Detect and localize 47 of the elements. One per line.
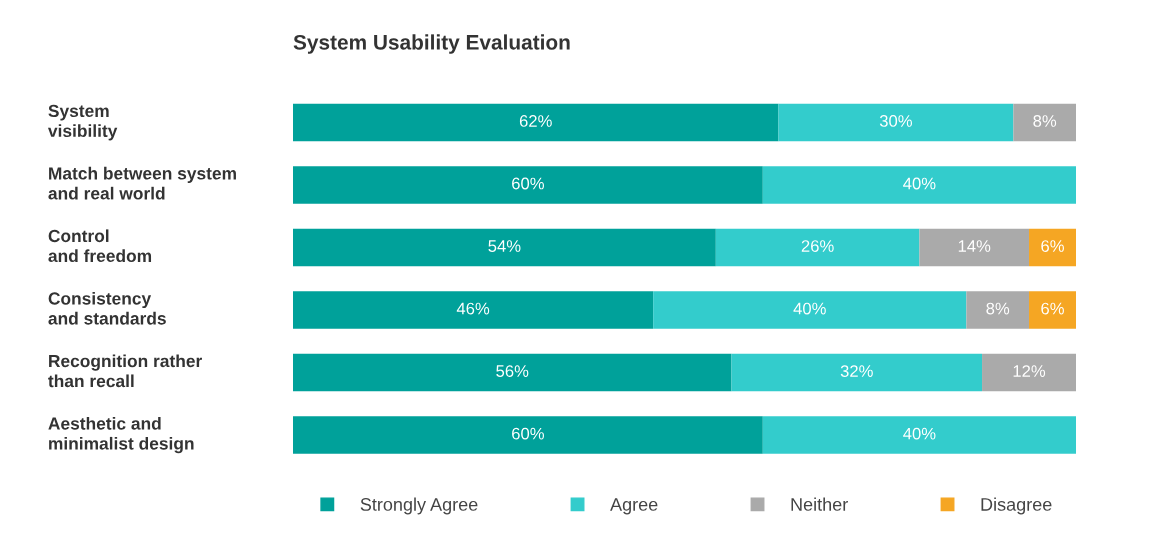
bar xyxy=(293,103,779,142)
bar xyxy=(293,228,716,267)
y-tick-label: Control and freedom xyxy=(48,229,152,263)
bar xyxy=(715,228,920,267)
data-label: 60% xyxy=(512,177,544,190)
bar xyxy=(919,228,1030,267)
data-label: 40% xyxy=(903,427,936,440)
bar xyxy=(982,353,1076,392)
bar xyxy=(1013,103,1076,142)
bar xyxy=(653,291,967,329)
y-tick-label: Recognition rather than recall xyxy=(48,354,202,388)
data-label: 12% xyxy=(1013,365,1046,377)
chart-title: System Usability Evaluation xyxy=(293,34,570,54)
bar xyxy=(293,166,763,204)
bar xyxy=(731,353,983,392)
data-label: 26% xyxy=(801,240,834,252)
bar xyxy=(762,416,1076,454)
bar xyxy=(293,416,763,454)
data-label: 6% xyxy=(1041,240,1064,252)
data-label: 56% xyxy=(496,365,529,377)
data-label: 8% xyxy=(1033,115,1057,127)
bar xyxy=(293,353,732,392)
legend-label: Disagree xyxy=(981,497,1052,515)
bar xyxy=(293,291,654,329)
y-tick-label: Aesthetic and minimalist design xyxy=(48,416,194,454)
y-tick-label: Consistency and standards xyxy=(48,291,166,325)
data-label: 6% xyxy=(1041,302,1064,315)
data-label: 62% xyxy=(519,115,552,127)
data-label: 14% xyxy=(958,240,991,252)
bar xyxy=(966,291,1030,329)
bar xyxy=(1029,291,1076,329)
bar xyxy=(1029,228,1076,267)
data-label: 46% xyxy=(456,302,490,315)
data-label: 40% xyxy=(903,177,936,190)
legend-label: Agree xyxy=(610,498,658,515)
data-label: 40% xyxy=(793,302,826,315)
y-tick-label: System visibility xyxy=(47,104,118,141)
data-label: 30% xyxy=(879,115,912,127)
legend-label: Neither xyxy=(791,497,848,511)
y-tick-label: Match between system and real world xyxy=(48,166,236,200)
data-label: 60% xyxy=(512,427,544,440)
data-label: 8% xyxy=(986,302,1010,315)
data-label: 54% xyxy=(488,240,521,252)
data-label: 32% xyxy=(840,365,873,377)
bar xyxy=(762,166,1076,204)
bar xyxy=(778,103,1014,142)
legend-label: Strongly Agree xyxy=(360,497,478,515)
